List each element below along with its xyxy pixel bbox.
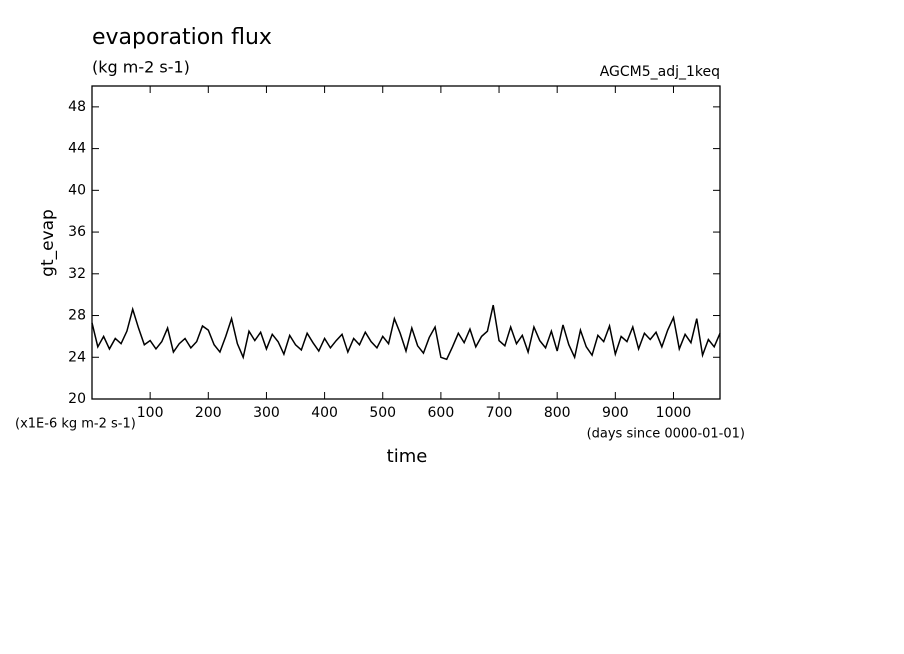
x-tick-label: 1000 xyxy=(656,405,692,421)
y-axis-label: gt_evap xyxy=(38,209,58,277)
y-tick-label: 20 xyxy=(68,391,86,407)
y-tick-label: 36 xyxy=(68,224,86,240)
y-tick-label: 40 xyxy=(68,182,86,198)
annotation: AGCM5_adj_1keq xyxy=(600,64,720,80)
chart-subtitle: (kg m-2 s-1) xyxy=(92,58,190,77)
x-unit-note: (days since 0000-01-01) xyxy=(587,427,745,442)
y-tick-label: 24 xyxy=(68,349,86,365)
x-tick-label: 400 xyxy=(311,405,338,421)
x-tick-label: 200 xyxy=(195,405,222,421)
x-tick-label: 300 xyxy=(253,405,280,421)
x-tick-label: 900 xyxy=(602,405,629,421)
x-tick-label: 600 xyxy=(428,405,455,421)
x-tick-label: 500 xyxy=(369,405,396,421)
x-tick-label: 800 xyxy=(544,405,571,421)
y-tick-label: 28 xyxy=(68,308,86,324)
plot-frame xyxy=(91,85,721,400)
chart-title: evaporation flux xyxy=(92,25,272,50)
y-unit-note: (x1E-6 kg m-2 s-1) xyxy=(15,417,136,432)
y-tick-label: 48 xyxy=(68,99,86,115)
y-tick-label: 44 xyxy=(68,141,86,157)
data-line xyxy=(91,304,721,361)
x-tick-label: 700 xyxy=(486,405,513,421)
y-tick-label: 32 xyxy=(68,266,86,282)
x-tick-label: 100 xyxy=(137,405,164,421)
x-axis-label: time xyxy=(387,446,428,467)
